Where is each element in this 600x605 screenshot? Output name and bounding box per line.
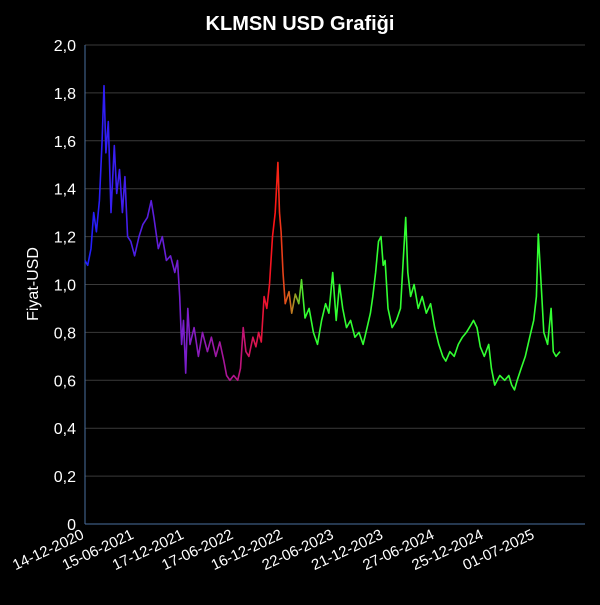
y-tick-label: 1,4 <box>54 182 76 199</box>
x-tick-labels: 14-12-202015-06-202117-12-202117-06-2022… <box>10 526 537 574</box>
chart-title: KLMSN USD Grafiği <box>206 13 395 35</box>
y-tick-label: 1,8 <box>54 86 76 103</box>
y-tick-labels: 0 0,2 0,4 0,6 0,8 1,0 1,2 1,4 1,6 1,8 2,0 <box>54 38 76 534</box>
y-tick-label: 0,8 <box>54 325 76 342</box>
y-tick-label: 0,2 <box>54 469 76 486</box>
y-tick-label: 1,0 <box>54 278 76 295</box>
y-tick-label: 0 <box>67 517 76 534</box>
y-tick-label: 0,4 <box>54 421 76 438</box>
y-tick-label: 2,0 <box>54 38 76 55</box>
y-tick-label: 1,6 <box>54 134 76 151</box>
y-tick-label: 0,6 <box>54 373 76 390</box>
grid-lines <box>85 44 585 477</box>
axes <box>84 45 585 525</box>
y-tick-label: 1,2 <box>54 230 76 247</box>
y-axis-label: Fiyat-USD <box>25 247 42 321</box>
price-series-line <box>84 84 561 391</box>
